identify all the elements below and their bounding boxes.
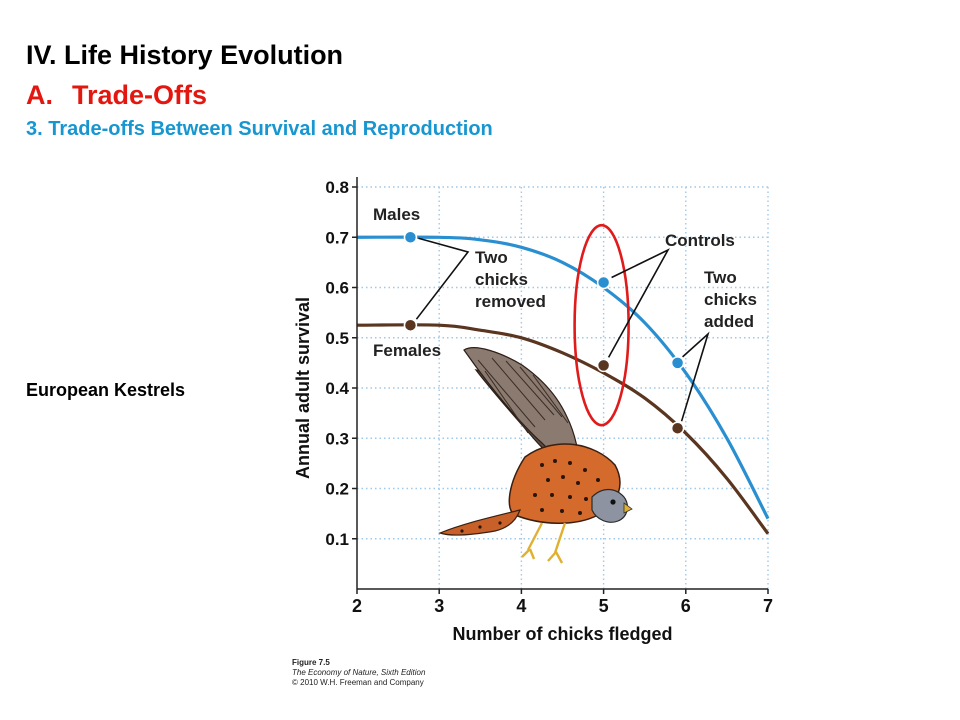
data-point-males — [670, 356, 685, 370]
figure-caption: Figure 7.5 The Economy of Nature, Sixth … — [292, 658, 425, 688]
series-label-females: Females — [373, 341, 441, 360]
x-tick-label: 3 — [434, 596, 444, 616]
y-tick-label: 0.7 — [325, 228, 349, 247]
series-line-males — [356, 235, 770, 520]
kestrel-tail — [438, 509, 521, 536]
kestrel-head — [591, 488, 628, 523]
leader-removed — [415, 237, 470, 320]
x-axis-label: Number of chicks fledged — [452, 624, 672, 644]
y-tick-label: 0.4 — [325, 379, 349, 398]
annotation-controls: Controls — [665, 231, 735, 250]
annotations: Males Females Two chicks removed Controls Two c… — [373, 205, 757, 427]
subsection-title: 3. Trade-offs Between Survival and Repro… — [26, 118, 493, 140]
leader-added — [680, 331, 710, 422]
slide-heading: IV. Life History Evolution — [26, 40, 344, 70]
annotation-removed-line: removed — [475, 292, 546, 311]
annotation-added-line: added — [704, 312, 754, 331]
book-title: The Economy of Nature, Sixth Edition — [292, 668, 426, 677]
kestrel-spots — [460, 459, 600, 533]
leader-controls — [607, 248, 670, 358]
copyright: © 2010 W.H. Freeman and Company — [292, 678, 424, 687]
species-label: European Kestrels — [26, 380, 186, 400]
annotation-added-line: chicks — [704, 290, 757, 309]
annotation-added-line: Two — [704, 268, 737, 287]
series-label-males: Males — [373, 205, 420, 224]
kestrel-legs — [521, 522, 567, 564]
survival-chart: Males Females Two chicks removed Controls Two c… — [293, 177, 773, 644]
kestrel-illustration — [438, 347, 633, 564]
kestrel-eye — [610, 499, 616, 505]
curves — [356, 235, 770, 535]
data-point-females — [670, 421, 685, 435]
data-point-males — [596, 275, 611, 290]
y-tick-label: 0.8 — [325, 178, 349, 197]
x-tick-label: 2 — [352, 596, 362, 616]
figure-number: Figure 7.5 — [292, 658, 330, 667]
data-point-females — [403, 318, 418, 332]
x-tick-label: 4 — [516, 596, 526, 616]
x-tick-label: 5 — [599, 596, 609, 616]
section-title: A. Trade-Offs — [26, 80, 207, 111]
axes: 2 3 4 5 6 7 0.1 0.2 0.3 0.4 0.5 0.6 0.7 0.8 Number of … — [293, 177, 773, 644]
x-tick-label: 7 — [763, 596, 773, 616]
kestrel-beak — [623, 502, 633, 514]
x-tick-label: 6 — [681, 596, 691, 616]
series-line-females — [356, 323, 770, 535]
controls-highlight-ellipse — [573, 223, 630, 427]
section-title-text: Trade-Offs — [72, 80, 208, 110]
y-tick-label: 0.5 — [325, 329, 349, 348]
data-point-males — [403, 230, 418, 244]
section-letter: A. — [26, 80, 53, 110]
annotation-removed-line: Two — [475, 248, 508, 267]
y-tick-label: 0.3 — [325, 429, 349, 448]
data-points — [403, 230, 685, 435]
y-tick-label: 0.1 — [325, 530, 349, 549]
y-tick-label: 0.2 — [325, 480, 349, 499]
y-tick-label: 0.6 — [325, 279, 349, 298]
annotation-removed-line: chicks — [475, 270, 528, 289]
y-axis-label: Annual adult survival — [293, 297, 313, 479]
kestrel-feather-lines — [477, 357, 569, 434]
data-point-females — [596, 358, 611, 373]
